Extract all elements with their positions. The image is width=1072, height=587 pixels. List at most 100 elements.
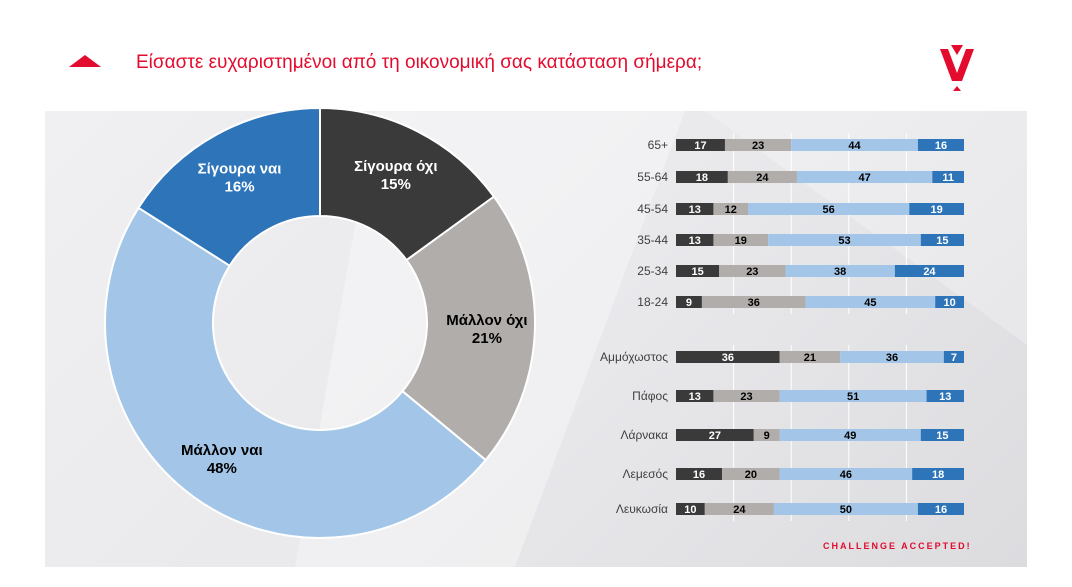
donut-slice-label: Μάλλον ναι <box>181 442 263 459</box>
district-chart-bar-segment <box>840 351 944 363</box>
district-chart-category-label: Λεμεσός <box>623 467 669 481</box>
district-chart-data-label: 46 <box>840 469 852 481</box>
age-chart-data-label: 56 <box>823 204 835 216</box>
age-chart-data-label: 18 <box>696 172 708 184</box>
age-chart-bar-segment <box>805 296 936 308</box>
age-chart-bar-segment <box>894 265 964 277</box>
donut-slice-value: 48% <box>207 460 237 477</box>
age-chart-bar-segment <box>724 139 792 151</box>
district-chart-data-label: 9 <box>764 430 770 442</box>
donut-slice-4 <box>137 106 321 268</box>
district-chart-data-label: 15 <box>936 430 948 442</box>
page-title: Είσαστε ευχαριστημένοι από τη οικονομική… <box>136 52 703 73</box>
donut-slice-label: Σίγουρα ναι <box>198 161 282 178</box>
age-chart-data-label: 24 <box>923 266 936 278</box>
age-chart-bar-segment <box>768 234 921 246</box>
donut-slice-3 <box>104 206 488 539</box>
donut-slice-value: 16% <box>225 179 255 196</box>
age-chart-category-label: 45-54 <box>637 202 668 216</box>
age-chart-bar-segment <box>676 203 714 215</box>
district-chart-bar-segment <box>920 429 964 441</box>
donut-slice-1 <box>319 106 496 262</box>
brand-logo-icon <box>940 45 974 91</box>
age-chart-data-label: 13 <box>689 204 701 216</box>
age-chart-data-label: 13 <box>689 235 701 247</box>
slide-canvas: Είσαστε ευχαριστημένοι από τη οικονομική… <box>45 15 1027 567</box>
age-chart-bar-segment <box>785 265 895 277</box>
age-chart-data-label: 53 <box>838 235 850 247</box>
district-chart-bar-segment <box>704 503 774 515</box>
district-chart-data-label: 24 <box>733 504 746 516</box>
age-chart-data-label: 15 <box>691 266 703 278</box>
age-chart-data-label: 11 <box>942 172 954 184</box>
age-chart-bar-segment <box>701 296 806 308</box>
age-chart-bar-segment <box>909 203 964 215</box>
district-chart-data-label: 16 <box>935 504 947 516</box>
age-chart-bar-segment <box>932 171 964 183</box>
district-chart-bar-segment <box>722 468 780 480</box>
district-chart-category-label: Λευκωσία <box>616 502 668 516</box>
district-chart-data-label: 23 <box>740 391 752 403</box>
district-chart-bar-segment <box>773 503 918 515</box>
donut-slice-value: 15% <box>381 176 411 193</box>
age-chart-bar-segment <box>713 234 769 246</box>
title-triangle-icon <box>69 55 101 67</box>
age-chart-bar-segment <box>676 171 728 183</box>
district-chart-data-label: 10 <box>684 504 696 516</box>
age-chart-data-label: 9 <box>686 297 692 309</box>
age-chart-data-label: 24 <box>756 172 769 184</box>
age-chart-bar-segment <box>920 234 964 246</box>
age-chart-category-label: 25-34 <box>637 264 668 278</box>
age-chart-data-label: 15 <box>936 235 948 247</box>
district-chart-bar-segment <box>676 351 780 363</box>
age-chart-data-label: 38 <box>834 266 846 278</box>
age-chart-data-label: 23 <box>746 266 758 278</box>
district-chart-bar-segment <box>713 390 780 402</box>
district-chart-data-label: 27 <box>709 430 721 442</box>
district-chart-data-label: 36 <box>722 352 734 364</box>
age-chart-data-label: 12 <box>725 204 737 216</box>
district-chart-data-label: 16 <box>693 469 705 481</box>
age-chart-bar-segment <box>791 139 918 151</box>
district-chart-bar-segment <box>917 503 964 515</box>
district-chart-data-label: 21 <box>804 352 816 364</box>
age-chart-category-label: 18-24 <box>637 295 668 309</box>
age-chart-data-label: 44 <box>848 140 861 152</box>
age-chart-data-label: 10 <box>943 297 955 309</box>
district-chart-data-label: 13 <box>689 391 701 403</box>
age-chart-category-label: 65+ <box>648 138 668 152</box>
age-chart-data-label: 16 <box>935 140 947 152</box>
age-chart-data-label: 23 <box>752 140 764 152</box>
donut-slice-value: 21% <box>472 330 502 347</box>
district-chart-bar-segment <box>779 351 841 363</box>
age-chart-bar-segment <box>676 265 720 277</box>
age-chart-data-label: 47 <box>859 172 871 184</box>
district-chart-bar-segment <box>676 390 714 402</box>
district-chart-data-label: 20 <box>745 469 757 481</box>
district-chart-data-label: 7 <box>951 352 957 364</box>
district-chart-category-label: Λάρνακα <box>620 428 668 442</box>
district-chart-bar-segment <box>753 429 780 441</box>
header-bar <box>45 15 1027 111</box>
age-chart-data-label: 17 <box>694 140 706 152</box>
district-chart-bar-segment <box>779 468 913 480</box>
donut-slice-label: Μάλλον όχι <box>446 312 527 329</box>
age-chart-bar-segment <box>676 139 725 151</box>
age-chart-bar-segment <box>719 265 786 277</box>
age-chart-data-label: 19 <box>735 235 747 247</box>
age-chart-bar-segment <box>748 203 910 215</box>
age-chart-category-label: 35-44 <box>637 233 668 247</box>
district-chart-category-label: Αμμόχωστος <box>600 350 668 364</box>
age-chart-bar-segment <box>796 171 933 183</box>
district-chart-bar-segment <box>912 468 964 480</box>
district-chart-bar-segment <box>779 390 927 402</box>
district-chart-data-label: 50 <box>840 504 852 516</box>
district-chart-bar-segment <box>676 468 723 480</box>
age-chart-bar-segment <box>727 171 797 183</box>
district-chart-bar-segment <box>676 503 705 515</box>
district-chart-data-label: 36 <box>886 352 898 364</box>
age-chart-bar-segment <box>676 234 714 246</box>
age-chart-bar-segment <box>935 296 964 308</box>
age-chart-category-label: 55-64 <box>637 170 668 184</box>
